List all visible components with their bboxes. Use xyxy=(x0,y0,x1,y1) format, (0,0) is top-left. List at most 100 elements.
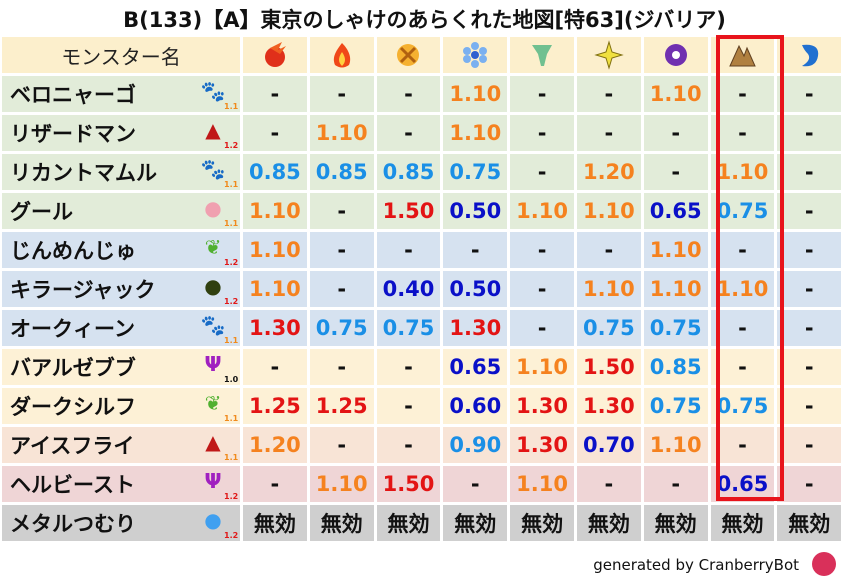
column-header-water-wave xyxy=(777,37,842,73)
resistance-value: 無効 xyxy=(376,505,441,541)
resistance-value: - xyxy=(777,466,842,502)
resistance-value: - xyxy=(576,76,641,112)
monster-name-cell: アイスフライ ▲ 1.1 xyxy=(2,427,240,463)
page-title: B(133)【A】東京のしゃけのあらくれた地図[特63](ジバリア) xyxy=(123,8,726,32)
resistance-value: - xyxy=(710,76,775,112)
resistance-value: 無効 xyxy=(510,505,574,541)
monster-name: じんめんじゅ xyxy=(10,239,136,263)
resistance-value: - xyxy=(243,349,307,385)
resistance-value: 0.75 xyxy=(376,310,441,346)
resistance-value: 1.10 xyxy=(576,193,641,229)
resistance-value: - xyxy=(309,349,374,385)
resistance-value: 無効 xyxy=(576,505,641,541)
monster-name-cell: ダークシルフ ❦ 1.1 xyxy=(2,388,240,424)
resistance-value: - xyxy=(576,466,641,502)
monster-name-cell: ヘルビースト Ψ 1.2 xyxy=(2,466,240,502)
monster-level: 1.1 xyxy=(224,102,239,111)
column-header-light-star xyxy=(576,37,641,73)
resistance-value: - xyxy=(777,349,842,385)
resistance-value: 1.20 xyxy=(243,427,307,463)
resistance-value: - xyxy=(643,466,708,502)
resistance-value: - xyxy=(376,427,441,463)
resistance-value: 1.30 xyxy=(243,310,307,346)
monster-name: メタルつむり xyxy=(10,512,136,536)
monster-name: アイスフライ xyxy=(10,434,135,458)
column-header-ice-flower xyxy=(443,37,508,73)
beast-paw-icon: 🐾 xyxy=(200,157,226,181)
slime-icon: ● xyxy=(204,508,222,532)
resistance-value: 0.75 xyxy=(443,154,508,190)
resistance-value: 無効 xyxy=(243,505,307,541)
column-header-monster-name: モンスター名 xyxy=(2,37,240,73)
flame-icon xyxy=(333,43,350,68)
monster-level: 1.0 xyxy=(224,375,239,384)
resistance-value: 1.25 xyxy=(243,388,307,424)
monster-name: グール xyxy=(10,200,73,224)
resistance-value: 0.65 xyxy=(643,193,708,229)
resistance-value: 1.10 xyxy=(510,466,574,502)
resistance-value: 1.10 xyxy=(309,466,374,502)
monster-name: ダークシルフ xyxy=(10,395,136,419)
monster-name: ヘルビースト xyxy=(10,473,135,497)
monster-name-cell: オークィーン 🐾 1.1 xyxy=(2,310,240,346)
monster-name: オークィーン xyxy=(10,317,135,341)
resistance-value: 1.30 xyxy=(510,427,574,463)
monster-name-cell: キラージャック ● 1.2 xyxy=(2,271,240,307)
resistance-value: - xyxy=(443,466,508,502)
resistance-value: 1.10 xyxy=(643,232,708,268)
resistance-value: - xyxy=(510,115,574,151)
resistance-value: - xyxy=(376,232,441,268)
resistance-value: 1.50 xyxy=(376,193,441,229)
monster-level: 1.1 xyxy=(224,336,239,345)
resistance-value: - xyxy=(309,193,374,229)
beast-paw-icon: 🐾 xyxy=(200,313,226,337)
resistance-value: 0.65 xyxy=(443,349,508,385)
resistance-value: 1.10 xyxy=(643,427,708,463)
wind-tornado-icon xyxy=(532,45,553,66)
resistance-value: - xyxy=(510,232,574,268)
monster-name: バアルゼブブ xyxy=(10,356,136,380)
resistance-value: 0.75 xyxy=(309,310,374,346)
column-header-fire-ball xyxy=(243,37,307,73)
resistance-value: - xyxy=(376,388,441,424)
resistance-value: - xyxy=(376,349,441,385)
resistance-value: - xyxy=(309,427,374,463)
resistance-value: 0.60 xyxy=(443,388,508,424)
plant-leaf-icon: ❦ xyxy=(204,391,222,415)
resistance-value: 0.75 xyxy=(576,310,641,346)
monster-level: 1.2 xyxy=(224,492,239,501)
resistance-value: - xyxy=(243,76,307,112)
resistance-value: 1.30 xyxy=(510,388,574,424)
monster-level: 1.1 xyxy=(224,219,239,228)
footer-credit: generated by CranberryBot xyxy=(593,556,799,574)
monster-name-cell: バアルゼブブ Ψ 1.0 xyxy=(2,349,240,385)
resistance-value: 0.65 xyxy=(710,466,775,502)
resistance-value: - xyxy=(777,115,842,151)
resistance-value: - xyxy=(710,232,775,268)
resistance-value: 0.85 xyxy=(376,154,441,190)
monster-name-cell: リカントマムル 🐾 1.1 xyxy=(2,154,240,190)
resistance-value: 無効 xyxy=(710,505,775,541)
resistance-value: - xyxy=(510,154,574,190)
water-wave-icon xyxy=(802,44,819,67)
column-header-cross-gold xyxy=(376,37,441,73)
resistance-value: 1.10 xyxy=(243,271,307,307)
column-header-flame xyxy=(309,37,374,73)
demon-trident-icon: Ψ xyxy=(204,469,222,493)
monster-level: 1.2 xyxy=(224,297,239,306)
resistance-value: - xyxy=(777,154,842,190)
resistance-value: - xyxy=(376,115,441,151)
cross-gold-icon xyxy=(397,44,420,66)
fire-ball-icon xyxy=(264,42,286,67)
monster-name-cell: メタルつむり ● 1.2 xyxy=(2,505,240,541)
resistance-value: - xyxy=(710,310,775,346)
monster-level: 1.1 xyxy=(224,453,239,462)
resistance-value: 無効 xyxy=(309,505,374,541)
material-ghost-icon: ● xyxy=(204,274,222,298)
monster-name: リカントマムル xyxy=(10,161,157,185)
dragon-icon: ▲ xyxy=(205,118,221,142)
resistance-value: 1.20 xyxy=(576,154,641,190)
resistance-value: 0.85 xyxy=(309,154,374,190)
resistance-value: - xyxy=(510,310,574,346)
resistance-value: 0.40 xyxy=(376,271,441,307)
